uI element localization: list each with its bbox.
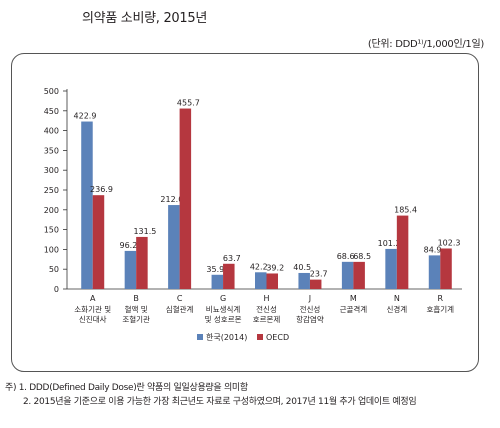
bar-b-series-2: [136, 236, 148, 289]
legend-label-1: 한국(2014): [206, 333, 247, 342]
bar-value-label: 455.7: [177, 99, 200, 108]
x-category-label: 혈액 및: [125, 304, 148, 314]
bar-n-series-1: [385, 248, 397, 289]
x-category-label: 호흡기계: [426, 304, 454, 314]
y-tick-label: 400: [44, 127, 59, 136]
x-category-label: 항감염약: [296, 314, 324, 324]
bar-value-label: 185.4: [394, 206, 417, 215]
bar-value-label: 40.5: [293, 263, 311, 272]
bar-value-label: 68.6: [337, 252, 355, 261]
bar-value-label: 102.3: [438, 238, 461, 247]
x-category-label: 심혈관계: [166, 304, 194, 314]
legend-label-2: OECD: [266, 333, 289, 342]
y-tick-label: 250: [44, 186, 59, 195]
x-category-code: J: [308, 294, 311, 303]
x-category-label: 전신성: [300, 304, 321, 314]
bar-a-series-1: [81, 121, 93, 289]
y-tick-label: 100: [44, 245, 59, 254]
x-category-code: A: [90, 294, 96, 303]
bar-value-label: 96.2: [120, 241, 138, 250]
x-category-code: B: [133, 294, 139, 303]
x-category-label: 전신성: [256, 304, 277, 314]
bar-value-label: 42.2: [250, 262, 268, 271]
legend-swatch-1: [197, 334, 203, 340]
x-category-code: N: [394, 294, 400, 303]
bar-m-series-1: [341, 261, 354, 289]
bar-a-series-2: [92, 195, 105, 289]
bar-c-series-2: [179, 108, 192, 289]
bar-g-series-1: [211, 274, 224, 289]
bar-j-series-1: [298, 272, 310, 289]
footnote-1: 주) 1. DDD(Defined Daily Dose)란 약품의 일일상용량…: [5, 383, 248, 393]
chart-panel: 0 50 100 150 200 250 300 350 400 450 500 422.9 236.9…: [11, 53, 479, 372]
chart-title: 의약품 소비량, 2015년: [82, 11, 208, 26]
bar-value-label: 422.9: [74, 112, 97, 121]
bar-value-label: 131.5: [133, 227, 156, 236]
y-tick-label: 200: [44, 206, 59, 215]
unit-note: (단위: DDD¹⁾/1,000인/1일): [367, 39, 484, 50]
x-category-label: 조혈기관: [122, 314, 150, 324]
x-category-label: 호르몬제: [253, 315, 281, 324]
x-category-label: 근골격계: [340, 304, 368, 314]
y-tick-label: 450: [44, 107, 59, 116]
bar-value-label: 68.5: [353, 252, 371, 261]
bar-j-series-2: [309, 279, 322, 289]
bar-n-series-2: [396, 215, 409, 289]
y-tick-label: 0: [54, 285, 59, 294]
x-category-label: 신진대사: [79, 314, 107, 324]
y-tick-label: 150: [44, 226, 59, 235]
bar-m-series-2: [353, 261, 365, 289]
bar-value-label: 84.9: [424, 245, 442, 254]
x-category-label: 신경계: [386, 304, 407, 314]
x-category-label: 비뇨생식계: [206, 304, 241, 314]
x-category-code: R: [437, 294, 443, 303]
bar-value-label: 101.2: [378, 239, 401, 248]
bar-value-label: 212.0: [160, 195, 183, 204]
x-category-code: G: [220, 294, 226, 303]
y-tick-label: 50: [49, 265, 59, 274]
bar-value-label: 39.2: [266, 263, 284, 272]
bar-h-series-2: [266, 273, 278, 289]
x-category-code: C: [177, 294, 183, 303]
bar-chart: 0 50 100 150 200 250 300 350 400 450 500 422.9 236.9…: [44, 87, 462, 342]
bar-b-series-1: [124, 250, 137, 289]
x-category-label: 소화기관 및: [74, 304, 111, 314]
x-category-code: H: [263, 294, 269, 303]
x-category-label: 및 성호르몬: [205, 314, 242, 324]
y-tick-label: 300: [44, 166, 59, 175]
y-tick-label: 350: [44, 146, 59, 155]
bar-g-series-2: [223, 263, 235, 289]
y-tick-label: 500: [44, 87, 59, 96]
x-category-code: M: [350, 294, 357, 303]
bar-value-label: 23.7: [310, 270, 328, 279]
legend-swatch-2: [257, 334, 263, 340]
bar-value-label: 35.9: [206, 265, 224, 274]
bar-value-label: 63.7: [223, 254, 241, 263]
bar-r-series-1: [428, 255, 441, 289]
bar-r-series-2: [440, 248, 452, 289]
footnote-2: 2. 2015년을 기준으로 이용 가능한 가장 최근년도 자료로 구성하였으며…: [23, 397, 417, 407]
bar-h-series-1: [255, 272, 267, 289]
bar-c-series-1: [168, 205, 180, 289]
footnotes: 주) 1. DDD(Defined Daily Dose)란 약품의 일일상용량…: [5, 381, 417, 409]
bar-value-label: 236.9: [90, 185, 113, 194]
